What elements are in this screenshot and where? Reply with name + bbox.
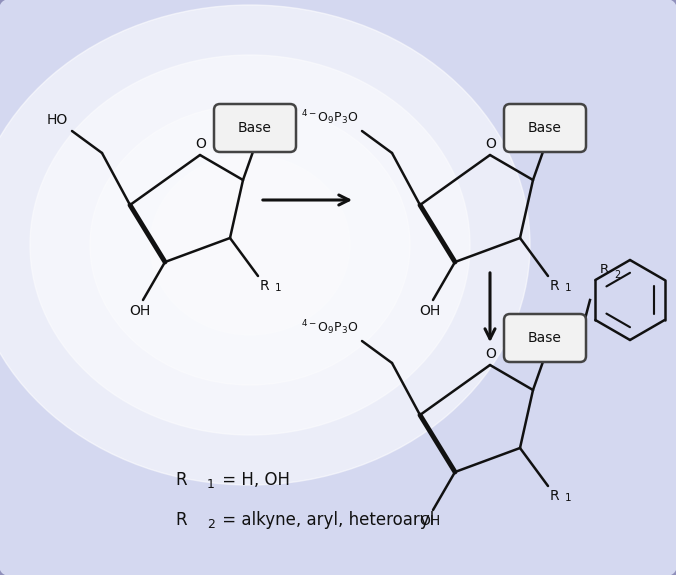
Text: 1: 1	[207, 478, 215, 492]
Ellipse shape	[0, 5, 530, 485]
Text: R: R	[550, 279, 560, 293]
Ellipse shape	[150, 155, 350, 335]
Text: 1: 1	[275, 283, 282, 293]
FancyBboxPatch shape	[214, 104, 296, 152]
Text: R: R	[175, 471, 187, 489]
Ellipse shape	[30, 55, 470, 435]
Text: Base: Base	[238, 121, 272, 135]
Text: 2: 2	[614, 270, 621, 280]
Text: O: O	[485, 347, 496, 361]
Text: Base: Base	[528, 121, 562, 135]
Text: $^{4-}$O$_9$P$_3$O: $^{4-}$O$_9$P$_3$O	[301, 108, 358, 127]
Text: R: R	[600, 263, 608, 276]
FancyBboxPatch shape	[504, 314, 586, 362]
Text: OH: OH	[419, 304, 441, 318]
Text: 2: 2	[207, 519, 215, 531]
Text: O: O	[195, 137, 206, 151]
Text: HO: HO	[47, 113, 68, 127]
FancyBboxPatch shape	[504, 104, 586, 152]
Text: R: R	[550, 489, 560, 503]
Text: 1: 1	[565, 283, 572, 293]
Ellipse shape	[90, 105, 410, 385]
Text: R: R	[175, 511, 187, 529]
Text: OH: OH	[129, 304, 151, 318]
Text: Base: Base	[528, 331, 562, 345]
Text: = alkyne, aryl, heteroaryl: = alkyne, aryl, heteroaryl	[217, 511, 434, 529]
Text: $^{4-}$O$_9$P$_3$O: $^{4-}$O$_9$P$_3$O	[301, 319, 358, 337]
Text: R: R	[260, 279, 270, 293]
Text: = H, OH: = H, OH	[217, 471, 290, 489]
Ellipse shape	[200, 195, 300, 295]
Text: O: O	[485, 137, 496, 151]
Text: 1: 1	[565, 493, 572, 503]
Text: OH: OH	[419, 514, 441, 528]
